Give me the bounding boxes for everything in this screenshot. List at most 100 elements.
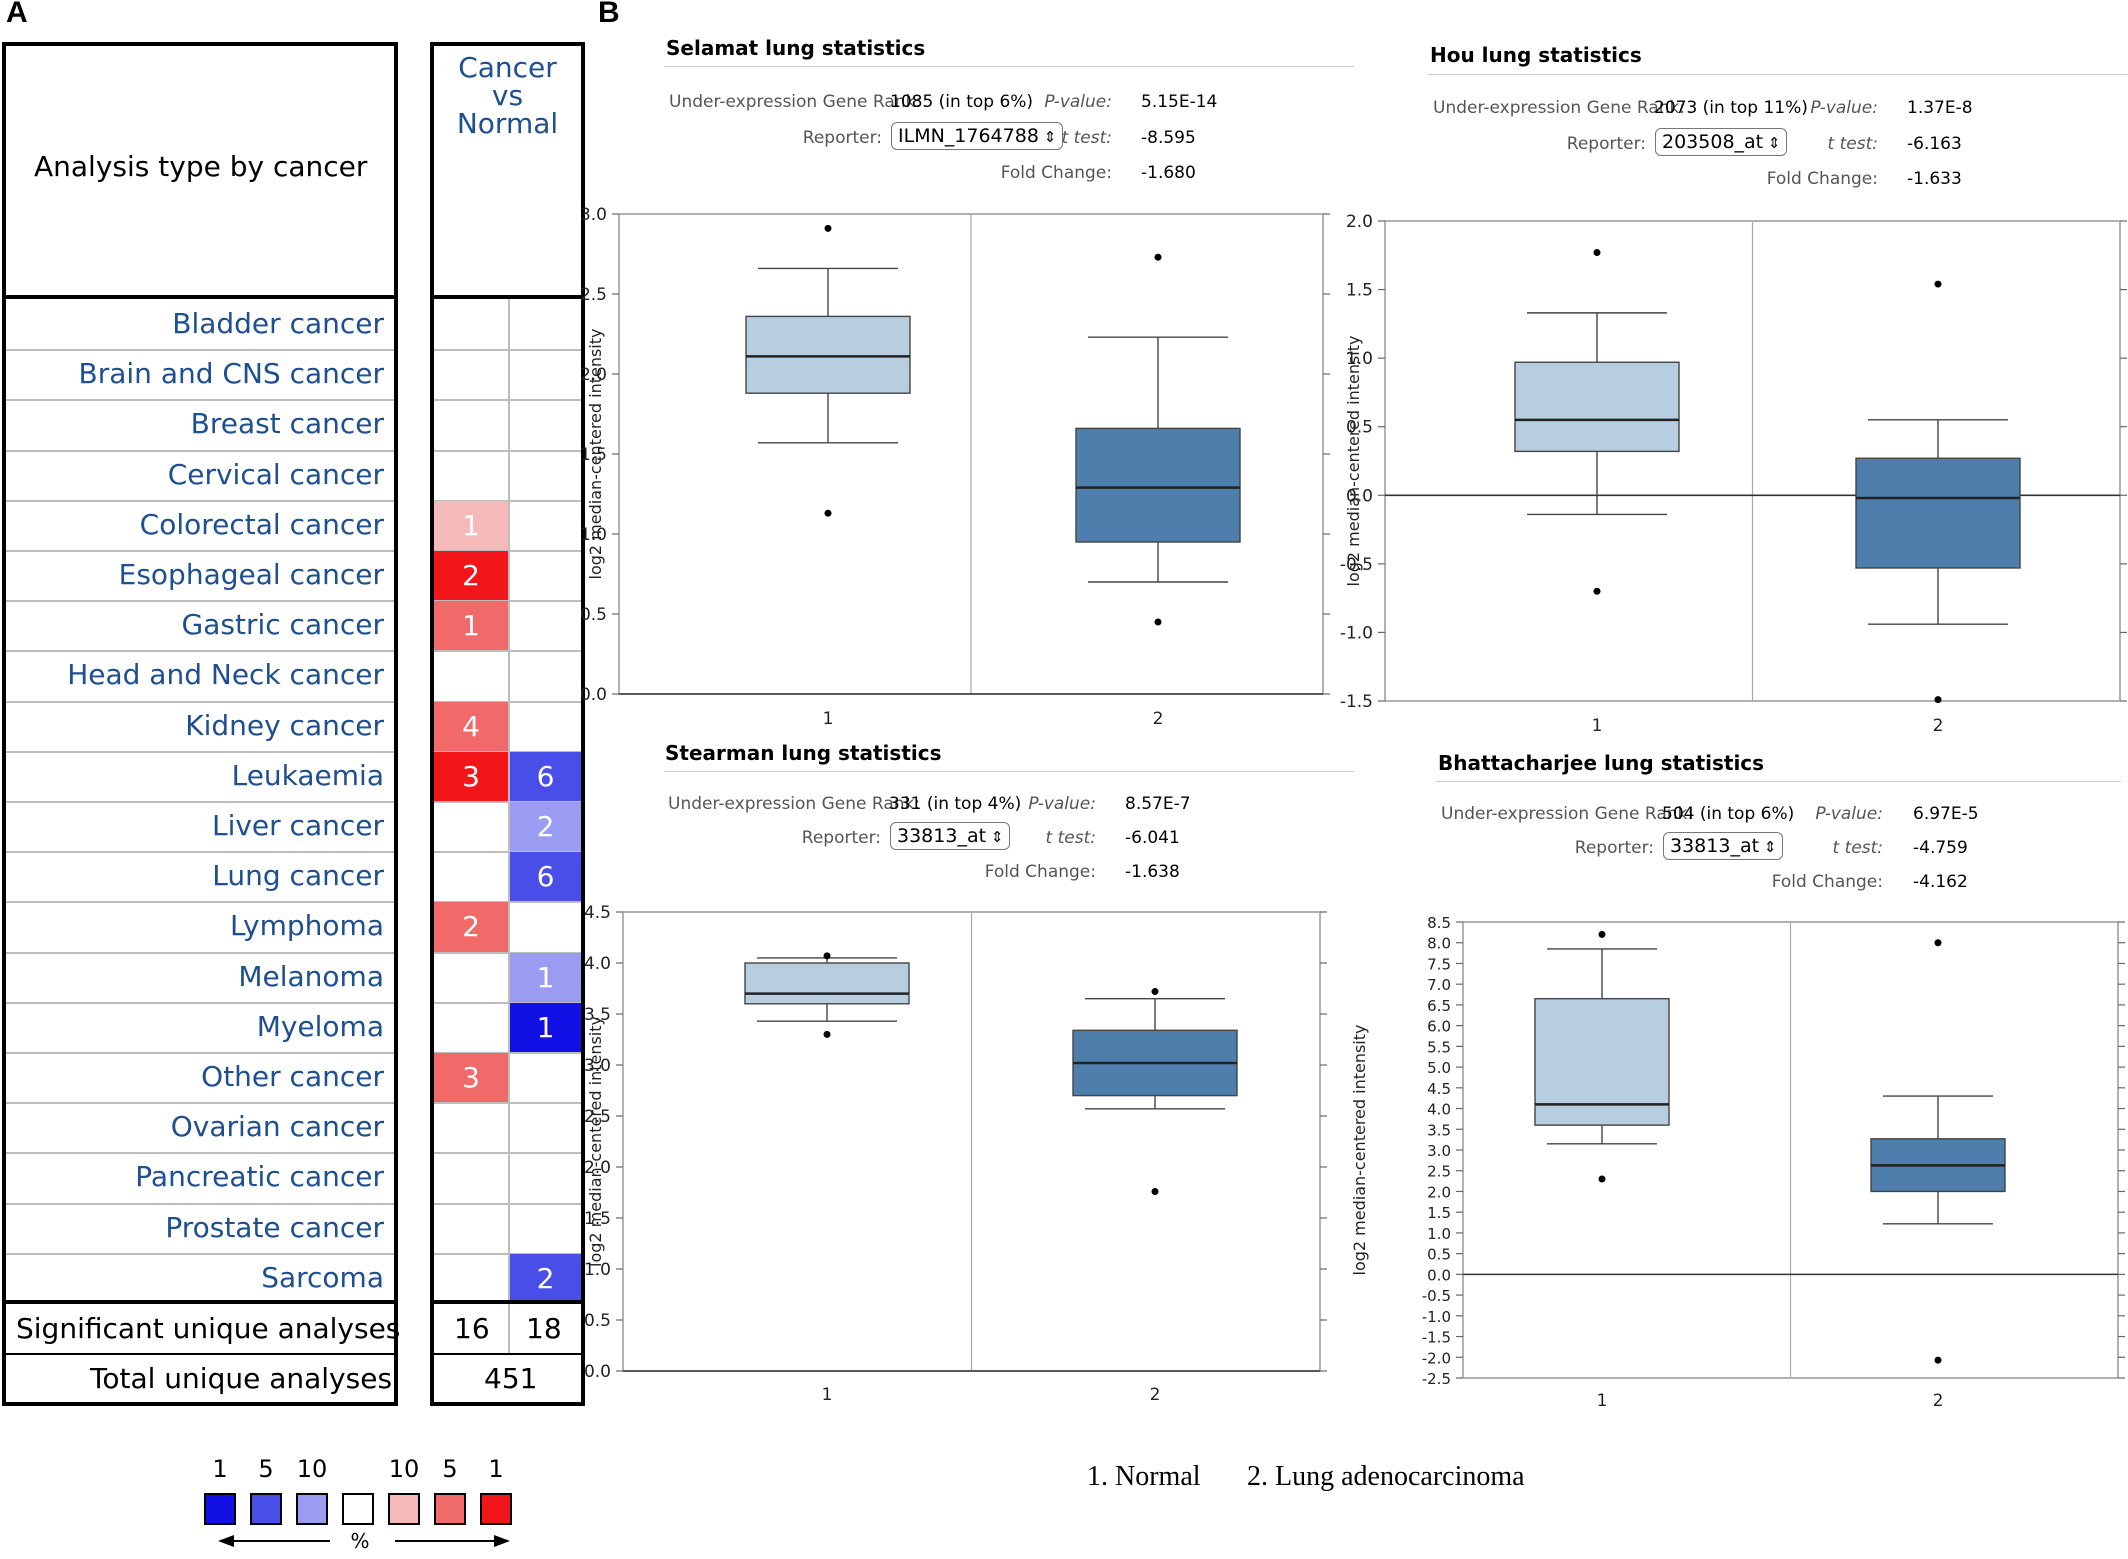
cancer-row-label[interactable]: Pancreatic cancer — [135, 1160, 384, 1194]
legend-swatch — [388, 1493, 420, 1525]
ttest-value: -8.595 — [1141, 128, 1196, 148]
cancer-analysis-table: Analysis type by cancer Cancer vs Normal… — [0, 0, 600, 1420]
fold-change-value: -4.162 — [1913, 872, 1968, 892]
stats-divider — [1428, 74, 2128, 75]
y-tick-label: -1.0 — [1340, 623, 1373, 643]
stats-divider — [664, 66, 1354, 67]
cancer-row-label[interactable]: Brain and CNS cancer — [78, 357, 384, 391]
legend-swatch — [480, 1493, 512, 1525]
cancer-row-label[interactable]: Kidney cancer — [185, 708, 384, 742]
category-label: 1 — [823, 709, 834, 729]
reporter-label: Reporter: — [801, 828, 881, 848]
total-count: 451 — [484, 1362, 538, 1395]
cancer-row-label[interactable]: Bladder cancer — [172, 307, 384, 340]
pvalue-label: P-value: — [1028, 794, 1096, 814]
ttest-label: t test: — [1045, 828, 1096, 848]
cancer-row-label[interactable]: Lung cancer — [212, 859, 384, 893]
y-tick-label: 1.5 — [1427, 1204, 1451, 1222]
y-tick-label: 7.0 — [1427, 976, 1451, 994]
reporter-select[interactable]: 33813_at ⇕ — [1663, 832, 1784, 860]
count-cell-over: 1 — [434, 500, 508, 550]
category-label: 1 — [1592, 716, 1603, 736]
reporter-select[interactable]: 203508_at ⇕ — [1655, 128, 1788, 156]
cancer-row-label[interactable]: Gastric cancer — [181, 608, 384, 642]
box-1 — [1514, 361, 1680, 453]
cancer-row-label[interactable]: Leukaemia — [231, 758, 384, 792]
outlier-point — [824, 224, 832, 232]
pvalue-label: P-value: — [1810, 98, 1878, 118]
chart-title: Stearman lung statistics — [665, 741, 942, 765]
y-tick-label: 2.0 — [1427, 1183, 1451, 1201]
ttest-value: -4.759 — [1913, 838, 1968, 858]
y-tick-label: 3.5 — [1427, 1121, 1451, 1139]
count-cell-under: 1 — [510, 952, 581, 1002]
plot-frame — [618, 213, 1324, 695]
cancer-row-label[interactable]: Liver cancer — [211, 809, 384, 842]
y-tick-label: 6.0 — [1427, 1018, 1451, 1036]
pvalue-value: 8.57E-7 — [1125, 794, 1191, 814]
legend-label: 10 — [296, 1455, 328, 1483]
cancer-row-label[interactable]: Head and Neck cancer — [67, 658, 384, 692]
arrowhead-left-icon — [218, 1535, 234, 1547]
category-label: 2 — [1153, 709, 1164, 729]
cancer-row-label[interactable]: Melanoma — [238, 959, 384, 993]
y-tick-label: -0.5 — [1422, 1287, 1451, 1305]
outlier-point — [1154, 618, 1162, 626]
reporter-select[interactable]: 33813_at ⇕ — [890, 822, 1011, 850]
rank-value: 2073 (in top 11%) — [1654, 98, 1808, 118]
cancer-row-label[interactable]: Lymphoma — [230, 909, 384, 943]
outlier-point — [1934, 280, 1942, 288]
rank-label: Under-expression Gene Rank: — [668, 794, 921, 814]
arrowhead-right-icon — [494, 1535, 510, 1547]
y-tick-label: 6.5 — [1427, 997, 1451, 1015]
cancer-row-label[interactable]: Myeloma — [256, 1009, 384, 1043]
outlier-point — [1151, 988, 1159, 996]
outlier-point — [1151, 1187, 1159, 1195]
plot-frame — [1462, 921, 2119, 1379]
count-cell-over: 3 — [434, 751, 508, 801]
cancer-row-label[interactable]: Prostate cancer — [165, 1210, 384, 1244]
rank-value: 504 (in top 6%) — [1662, 804, 1795, 824]
y-tick-label: -0.5 — [1340, 555, 1373, 575]
count-cell-under: 6 — [510, 751, 581, 801]
legend-adenocarcinoma: 2. Lung adenocarcinoma — [1247, 1461, 1525, 1492]
cancer-row-label[interactable]: Ovarian cancer — [170, 1110, 384, 1144]
y-tick-label: 2.5 — [1427, 1163, 1451, 1181]
rank-label: Under-expression Gene Rank: — [669, 92, 922, 112]
outlier-point — [1593, 249, 1601, 257]
y-tick-label: 4.5 — [1427, 1080, 1451, 1098]
ttest-value: -6.163 — [1907, 134, 1962, 154]
cancer-row-label[interactable]: Breast cancer — [190, 407, 384, 441]
count-cell-under: 1 — [510, 1002, 581, 1052]
y-tick-label: 0.0 — [1346, 486, 1373, 506]
box-2 — [1075, 427, 1241, 543]
cancer-row-label[interactable]: Cervical cancer — [167, 457, 384, 491]
y-tick-label: -1.5 — [1422, 1329, 1451, 1347]
box-2 — [1870, 1138, 2006, 1193]
legend-label: 1 — [212, 1455, 228, 1483]
ttest-label: t test: — [1832, 838, 1883, 858]
y-tick-label: 7.5 — [1427, 955, 1451, 973]
y-tick-label: 0.5 — [1427, 1246, 1451, 1264]
outlier-point — [1934, 1356, 1942, 1364]
cancer-row-label[interactable]: Sarcoma — [261, 1260, 384, 1294]
stats-divider — [1436, 781, 2121, 782]
fold-change-value: -1.633 — [1907, 169, 1962, 189]
cancer-row-label[interactable]: Colorectal cancer — [139, 507, 384, 541]
outlier-point — [823, 952, 831, 960]
box-1 — [744, 962, 910, 1005]
updown-arrows-icon: ⇕ — [1759, 838, 1777, 856]
rank-value: 331 (in top 4%) — [889, 794, 1022, 814]
reporter-label: Reporter: — [1566, 134, 1646, 154]
cancer-row-label[interactable]: Other cancer — [201, 1060, 384, 1093]
stats-divider — [664, 771, 1354, 772]
reporter-select[interactable]: ILMN_1764788 ⇕ — [891, 122, 1064, 150]
outlier-point — [1934, 939, 1942, 947]
category-label: 1 — [822, 1385, 833, 1405]
count-cell-over: 3 — [434, 1053, 508, 1103]
table-header-left: Analysis type by cancer — [2, 42, 398, 299]
legend-label: 5 — [258, 1455, 274, 1483]
plot-frame — [1384, 220, 2121, 702]
y-tick-label: 0.5 — [1346, 418, 1373, 438]
cancer-row-label[interactable]: Esophageal cancer — [118, 558, 384, 591]
